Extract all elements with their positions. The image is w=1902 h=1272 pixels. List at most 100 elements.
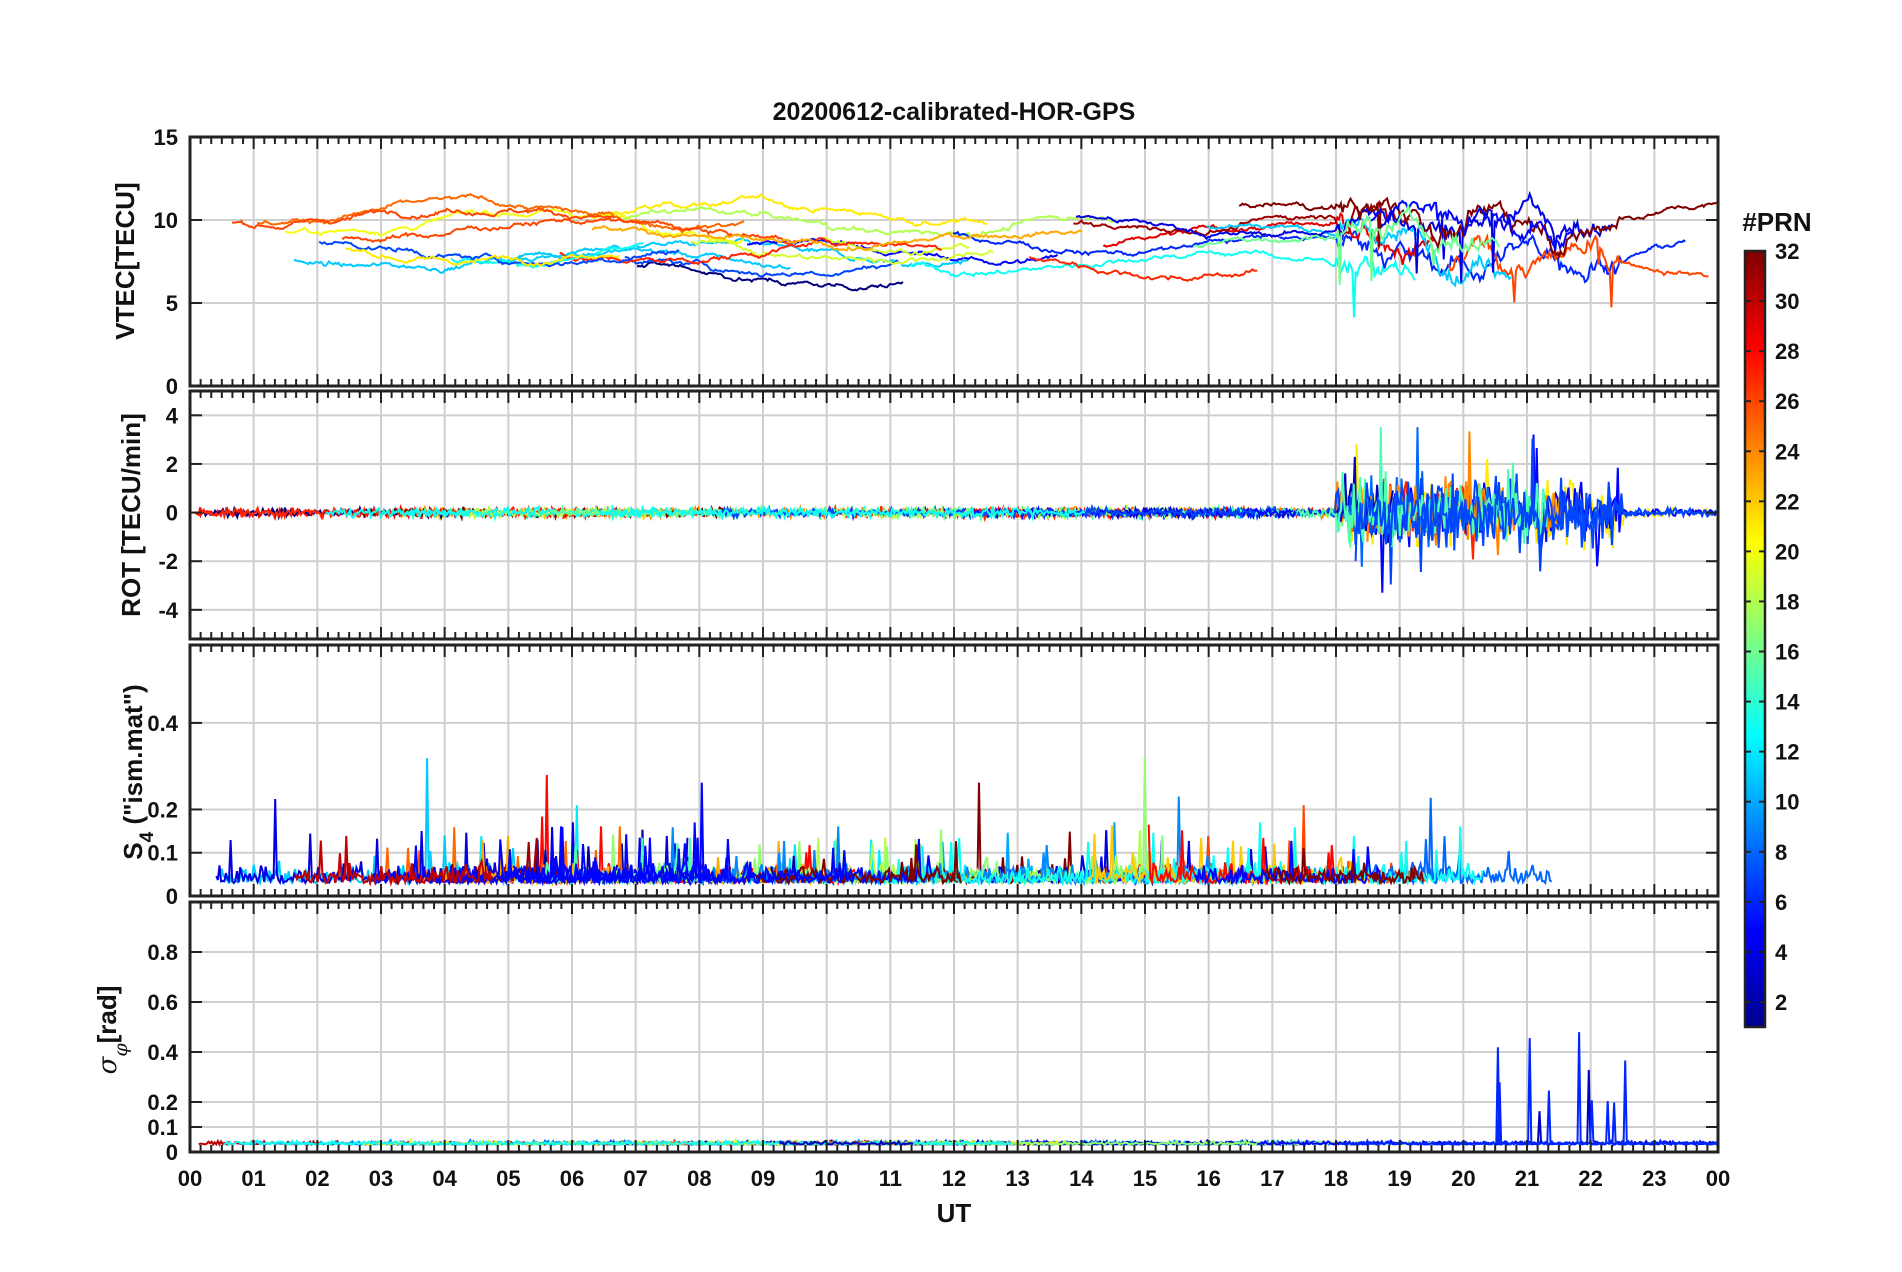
prn-trace [622, 206, 1114, 239]
x-tick-label: 02 [305, 1166, 329, 1191]
prn-trace [1238, 196, 1718, 260]
x-tick-label: 16 [1196, 1166, 1220, 1191]
panel-s4-ylabel: S4 ("ism.mat") [118, 684, 158, 859]
colorbar-tick-label: 8 [1775, 840, 1787, 865]
prn-trace [512, 822, 854, 886]
colorbar-tick-label: 32 [1775, 239, 1799, 264]
colorbar-tick-label: 20 [1775, 539, 1799, 564]
prn-trace [952, 230, 1268, 257]
x-tick-label: 22 [1578, 1166, 1602, 1191]
prn-trace [223, 1139, 707, 1147]
panel-s4-ylabel-sub: 4 [137, 831, 158, 842]
prn-trace [756, 841, 962, 886]
prn-trace [1073, 199, 1410, 238]
colorbar-tick-label: 24 [1775, 439, 1800, 464]
colorbar-title: #PRN [1742, 207, 1811, 237]
prn-trace [636, 260, 904, 292]
y-tick-label: 0 [166, 1140, 178, 1165]
panel-vtec-ylabel: VTEC[TECU] [110, 182, 140, 339]
panel-rot-traces [193, 427, 1718, 593]
prn-trace [624, 255, 901, 278]
x-tick-label: 00 [1706, 1166, 1730, 1191]
x-tick-label: 14 [1069, 1166, 1094, 1191]
panel-sigma-phi-ylabel-rest: [rad] [92, 986, 122, 1044]
panel-sigma-phi-ylabel-main: σ [93, 1055, 123, 1074]
prn-trace [559, 236, 942, 266]
y-tick-label: -2 [158, 549, 178, 574]
x-tick-label: 07 [623, 1166, 647, 1191]
y-tick-label: 10 [154, 208, 178, 233]
panel-s4-ylabel-main: S [118, 842, 148, 859]
x-tick-label: 04 [432, 1166, 457, 1191]
y-tick-label: 15 [154, 125, 178, 150]
colorbar-tick-label: 28 [1775, 339, 1799, 364]
prn-trace [909, 249, 1416, 318]
prn-trace [1354, 473, 1718, 573]
panel-s4: 0 0.1 0.2 0.4 S4 ("ism.mat") [118, 643, 1720, 909]
y-tick-label: -4 [158, 598, 178, 623]
colorbar-tick-label: 10 [1775, 790, 1799, 815]
panel-sigma-phi: 00.10.2 0.4 0.6 0.8 σφ[rad] [92, 900, 1720, 1165]
x-tick-labels: 00 01 02 03 04 05 06 07 08 09 10 11 12 13 14 15 16 17 18 19… [178, 1166, 1730, 1191]
x-tick-label: 00 [178, 1166, 202, 1191]
y-tick-label: 0.4 [147, 711, 178, 736]
colorbar-gradient [1745, 251, 1765, 1027]
panel-vtec-ytick-labels: 0 5 10 15 [154, 125, 178, 399]
colorbar-tick-label: 26 [1775, 389, 1799, 414]
y-tick-label: 5 [166, 291, 178, 316]
panel-s4-ytick-labels: 0 0.1 0.2 0.4 [147, 711, 178, 909]
panel-rot-ylabel: ROT [TECU/min] [116, 413, 146, 617]
y-tick-label: 0 [166, 501, 178, 526]
y-tick-label: 0.1 [147, 841, 178, 866]
prn-trace [690, 238, 994, 266]
y-tick-label: 0 [166, 884, 178, 909]
panel-rot: -4 -2 0 2 4 ROT [TECU/min] [116, 389, 1720, 641]
x-tick-label: 06 [560, 1166, 584, 1191]
prn-trace [284, 208, 744, 245]
x-tick-label: 12 [942, 1166, 966, 1191]
x-tick-label: 11 [879, 1166, 902, 1191]
prn-trace [1144, 826, 1484, 887]
y-tick-label: 0.6 [147, 990, 178, 1015]
x-tick-label: 18 [1324, 1166, 1348, 1191]
x-tick-label: 01 [241, 1166, 265, 1191]
prn-trace [1279, 230, 1686, 284]
y-tick-label: 2 [166, 452, 178, 477]
panel-s4-frame [188, 643, 1720, 898]
y-tick-label: 4 [166, 403, 179, 428]
x-tick-label: 15 [1133, 1166, 1157, 1191]
panel-s4-traces [215, 758, 1553, 887]
x-axis-label: UT [937, 1198, 972, 1228]
prn-trace [318, 240, 680, 268]
x-tick-label: 23 [1642, 1166, 1666, 1191]
y-tick-label: 0.1 [147, 1115, 178, 1140]
panel-vtec: 0 5 10 15 VTEC[TECU] [110, 125, 1720, 399]
colorbar-tick-label: 16 [1775, 640, 1799, 665]
panel-rot-frame [188, 389, 1720, 641]
y-tick-label: 0.8 [147, 940, 178, 965]
prn-trace [591, 224, 1083, 252]
prn-trace [578, 193, 988, 228]
prn-trace [294, 835, 494, 887]
x-tick-label: 13 [1005, 1166, 1029, 1191]
prn-trace [345, 247, 621, 268]
x-tick-label: 05 [496, 1166, 520, 1191]
panel-sigma-phi-grid [190, 902, 1718, 1152]
colorbar-tick-label: 22 [1775, 489, 1799, 514]
colorbar-tick-label: 6 [1775, 890, 1787, 915]
colorbar-tick-label: 4 [1775, 940, 1788, 965]
prn-trace [598, 503, 1086, 522]
x-tick-label: 03 [369, 1166, 393, 1191]
colorbar-tick-label: 14 [1775, 690, 1800, 715]
y-tick-label: 0.2 [147, 797, 178, 822]
prn-trace [341, 217, 800, 245]
prn-trace [1367, 199, 1574, 252]
x-tick-label: 08 [687, 1166, 711, 1191]
chart-title: 20200612-calibrated-HOR-GPS [773, 98, 1136, 126]
prn-trace [1192, 202, 1500, 286]
panel-sigma-phi-ylabel-sub: φ [110, 1043, 132, 1057]
panel-s4-ylabel-rest: ("ism.mat") [118, 684, 148, 831]
